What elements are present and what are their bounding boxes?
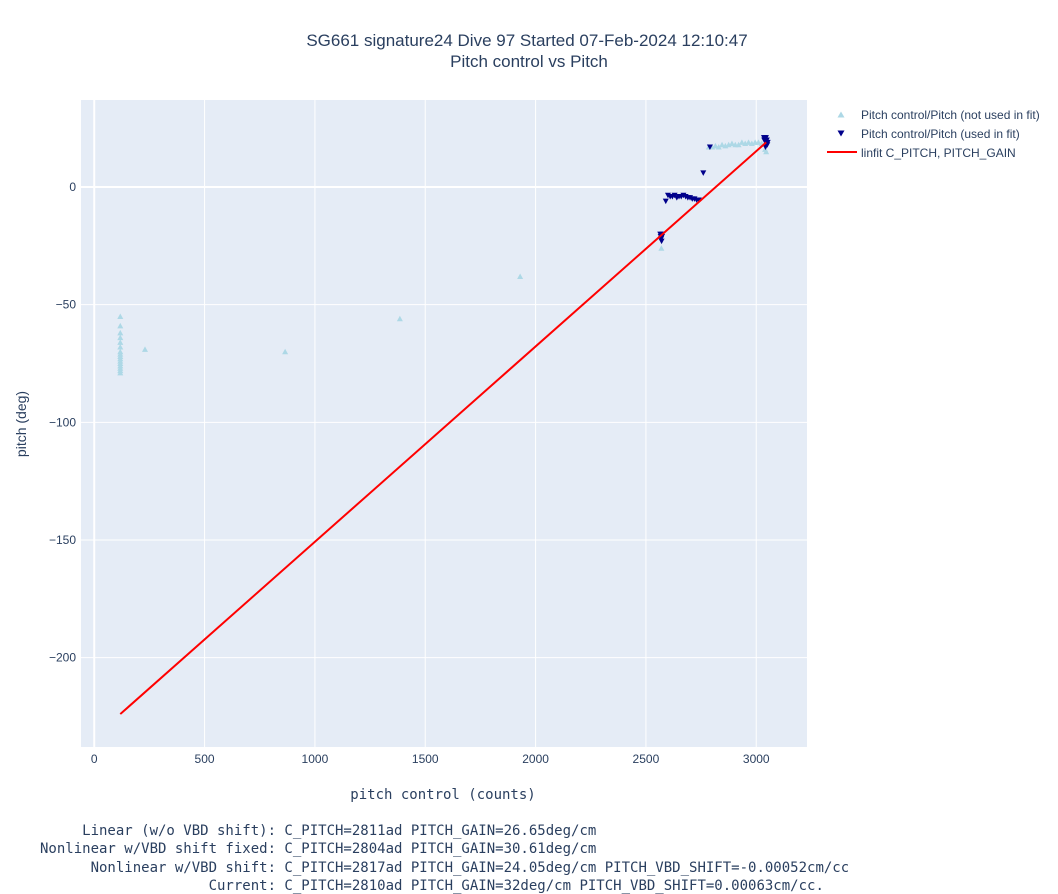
grid-layer	[81, 100, 807, 747]
x-tick-label: 500	[195, 752, 215, 766]
data-point-used	[662, 198, 669, 205]
data-point-used	[700, 170, 707, 176]
y-tick-label: −150	[49, 533, 76, 547]
data-point-not-used	[117, 344, 124, 350]
data-point-not-used	[658, 245, 665, 251]
data-point-used	[762, 144, 769, 151]
legend-label-used: Pitch control/Pitch (used in fit)	[861, 127, 1020, 141]
y-axis-title: pitch (deg)	[13, 391, 29, 457]
legend-label-linfit: linfit C_PITCH, PITCH_GAIN	[861, 146, 1016, 160]
y-tick-label: 0	[69, 180, 76, 194]
data-point-not-used	[735, 141, 742, 148]
y-tick-label: −100	[49, 415, 76, 429]
plot-area	[81, 100, 807, 747]
legend-marker-used	[837, 130, 845, 137]
data-point-not-used	[117, 322, 124, 329]
data-point-not-used	[396, 315, 403, 322]
chart-subtitle: Pitch control vs Pitch	[450, 52, 608, 71]
data-point-not-used	[755, 139, 762, 145]
data-point-not-used	[117, 339, 124, 345]
x-tick-label: 1000	[302, 752, 329, 766]
footnote-line: Nonlinear w/VBD shift fixed: C_PITCH=280…	[40, 841, 596, 857]
data-point-not-used	[117, 313, 124, 319]
footnote: Linear (w/o VBD shift): C_PITCH=2811ad P…	[40, 823, 849, 894]
data-point-not-used	[117, 334, 124, 341]
data-point-not-used	[282, 348, 289, 355]
footnote-line: Linear (w/o VBD shift): C_PITCH=2811ad P…	[40, 823, 596, 839]
data-point-not-used	[141, 346, 148, 352]
x-tick-label: 2000	[522, 752, 549, 766]
legend: Pitch control/Pitch (not used in fit) Pi…	[827, 108, 1040, 160]
y-tick-labels: 0 −50 −100 −150 −200	[49, 180, 76, 665]
data-point-not-used	[719, 141, 726, 148]
data-point-used	[764, 139, 771, 146]
x-tick-label: 2500	[633, 752, 660, 766]
x-axis-title: pitch control (counts)	[350, 787, 535, 803]
legend-marker-not-used	[837, 111, 845, 118]
data-point-not-used	[517, 273, 524, 279]
footnote-line: Nonlinear w/VBD shift: C_PITCH=2817ad PI…	[40, 860, 849, 876]
data-point-not-used	[745, 139, 752, 145]
series-layer	[117, 135, 771, 715]
footnote-line: Current: C_PITCH=2810ad PITCH_GAIN=32deg…	[40, 878, 824, 894]
data-point-not-used	[117, 369, 124, 376]
data-point-not-used	[728, 140, 735, 147]
data-point-not-used	[117, 329, 124, 336]
data-point-not-used	[715, 144, 722, 150]
data-point-used	[761, 137, 768, 143]
data-point-not-used	[712, 142, 719, 149]
data-point-used	[658, 238, 665, 245]
x-tick-label: 3000	[743, 752, 770, 766]
y-tick-label: −50	[56, 298, 77, 312]
linfit-line	[119, 141, 767, 715]
y-tick-label: −200	[49, 651, 76, 665]
chart-title: SG661 signature24 Dive 97 Started 07-Feb…	[306, 31, 747, 50]
data-point-used	[695, 197, 702, 203]
x-tick-label: 0	[91, 752, 98, 766]
data-point-not-used	[738, 139, 745, 145]
data-point-used	[706, 144, 713, 151]
data-point-not-used	[763, 148, 770, 155]
legend-label-not-used: Pitch control/Pitch (not used in fit)	[861, 108, 1040, 122]
x-tick-label: 1500	[412, 752, 439, 766]
x-tick-labels: 0 500 1000 1500 2000 2500 3000	[91, 752, 770, 766]
